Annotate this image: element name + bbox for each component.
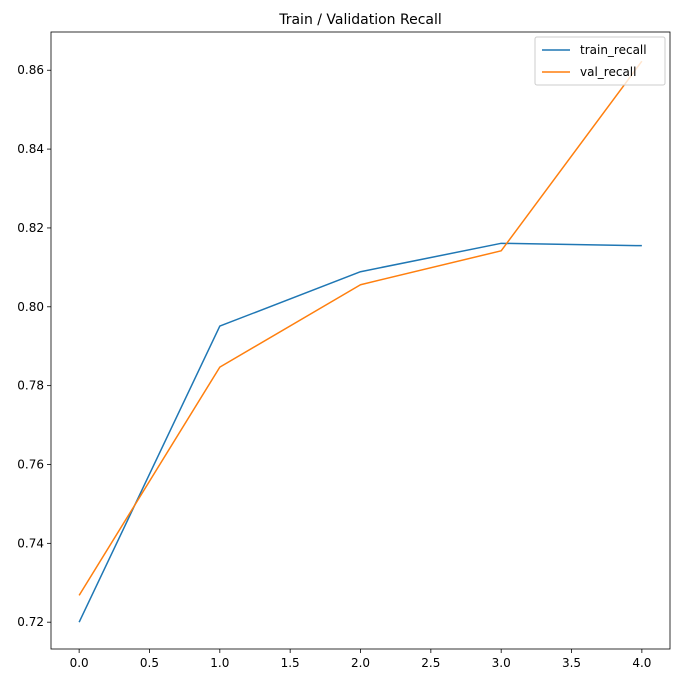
- y-tick-label: 0.74: [17, 536, 44, 550]
- x-tick-label: 3.5: [562, 656, 581, 670]
- legend-box: [534, 36, 666, 86]
- series-line-val_recall: [78, 60, 643, 596]
- ticks-layer: 0.0 0.5 1.0 1.5 2.0 2.5 3.0 3.5 4.0 0.72 0.74 0.76 0…: [17, 63, 651, 670]
- x-tick-label: 2.0: [351, 656, 370, 670]
- legend: train_recall val_recall: [534, 36, 666, 86]
- series-line-train_recall: [78, 242, 642, 623]
- y-tick-label: 0.72: [17, 615, 44, 629]
- x-tick-label: 1.0: [210, 656, 229, 670]
- x-tick-label: 0.5: [140, 656, 159, 670]
- y-tick-label: 0.86: [17, 63, 44, 77]
- x-tick-label: 1.5: [281, 656, 300, 670]
- series-layer: [78, 60, 643, 623]
- x-tick-label: 3.0: [492, 656, 511, 670]
- chart-title: Train / Validation Recall: [278, 12, 442, 28]
- y-tick-label: 0.82: [17, 221, 44, 235]
- y-tick-label: 0.78: [17, 379, 44, 393]
- plot-area-frame: [50, 31, 671, 650]
- y-tick-label: 0.76: [17, 457, 44, 471]
- y-tick-label: 0.80: [17, 300, 44, 314]
- legend-label: train_recall: [580, 43, 647, 57]
- x-tick-label: 4.0: [632, 656, 651, 670]
- legend-label: val_recall: [580, 65, 636, 79]
- x-tick-label: 2.5: [421, 656, 440, 670]
- y-tick-label: 0.84: [17, 142, 44, 156]
- x-tick-label: 0.0: [70, 656, 89, 670]
